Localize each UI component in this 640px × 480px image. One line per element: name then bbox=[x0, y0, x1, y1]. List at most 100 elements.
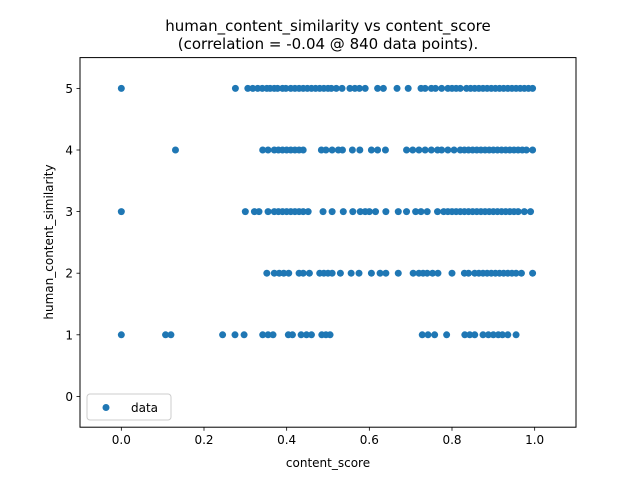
data-point bbox=[285, 269, 293, 277]
data-point bbox=[382, 208, 390, 216]
data-point bbox=[434, 269, 442, 277]
data-point bbox=[356, 208, 364, 216]
data-point bbox=[461, 331, 469, 339]
data-point bbox=[443, 331, 451, 339]
data-point bbox=[423, 269, 431, 277]
x-tick-label: 0.2 bbox=[194, 433, 213, 447]
data-point bbox=[355, 269, 363, 277]
data-point bbox=[171, 146, 179, 154]
legend-box bbox=[86, 393, 172, 421]
data-point bbox=[264, 208, 272, 216]
data-point bbox=[372, 208, 380, 216]
data-point bbox=[297, 331, 305, 339]
data-point bbox=[522, 146, 530, 154]
y-tick-label: 0 bbox=[65, 390, 73, 404]
data-point bbox=[307, 331, 315, 339]
data-point bbox=[444, 146, 452, 154]
x-tick-label: 0.0 bbox=[112, 433, 131, 447]
data-point bbox=[288, 331, 296, 339]
data-point bbox=[512, 331, 520, 339]
data-point bbox=[421, 84, 429, 92]
data-point bbox=[347, 269, 355, 277]
data-point bbox=[162, 331, 170, 339]
data-point bbox=[403, 146, 411, 154]
data-point bbox=[465, 269, 473, 277]
data-point bbox=[450, 146, 458, 154]
y-axis-ticks: 0 1 2 3 4 5 bbox=[65, 82, 80, 404]
y-tick-label: 5 bbox=[65, 82, 73, 96]
data-point bbox=[328, 146, 336, 154]
chart-subtitle: (correlation = -0.04 @ 840 data points). bbox=[178, 35, 478, 53]
data-point bbox=[456, 84, 464, 92]
data-point bbox=[355, 84, 363, 92]
data-point bbox=[520, 208, 528, 216]
data-point bbox=[448, 269, 456, 277]
data-point bbox=[346, 84, 354, 92]
data-point bbox=[304, 208, 312, 216]
data-point bbox=[241, 208, 249, 216]
x-tick-label: 0.8 bbox=[442, 433, 461, 447]
data-point bbox=[305, 269, 313, 277]
data-point bbox=[299, 269, 307, 277]
data-point bbox=[424, 331, 432, 339]
data-point bbox=[394, 269, 402, 277]
data-point bbox=[336, 269, 344, 277]
data-point bbox=[479, 331, 487, 339]
data-point bbox=[167, 331, 175, 339]
data-point bbox=[361, 84, 369, 92]
data-point bbox=[365, 208, 373, 216]
data-point bbox=[303, 331, 311, 339]
data-point bbox=[274, 84, 282, 92]
data-point bbox=[412, 208, 420, 216]
data-point bbox=[280, 269, 288, 277]
data-point bbox=[338, 146, 346, 154]
x-axis-label: content_score bbox=[286, 456, 370, 470]
data-point bbox=[423, 208, 431, 216]
data-point bbox=[382, 269, 390, 277]
data-point bbox=[415, 146, 423, 154]
data-point bbox=[332, 84, 340, 92]
data-point bbox=[418, 331, 426, 339]
data-point bbox=[484, 331, 492, 339]
data-point bbox=[269, 331, 277, 339]
data-point bbox=[327, 84, 335, 92]
data-point bbox=[394, 208, 402, 216]
data-point bbox=[381, 146, 389, 154]
data-point bbox=[270, 269, 278, 277]
data-point bbox=[527, 208, 535, 216]
data-point bbox=[404, 84, 412, 92]
data-point bbox=[264, 331, 272, 339]
data-point bbox=[299, 208, 307, 216]
data-point bbox=[322, 146, 330, 154]
data-point bbox=[249, 84, 257, 92]
data-point bbox=[117, 84, 125, 92]
data-point bbox=[367, 269, 375, 277]
chart-title: human_content_similarity vs content_scor… bbox=[165, 17, 490, 36]
data-point bbox=[504, 331, 512, 339]
data-point bbox=[374, 146, 382, 154]
x-axis-ticks: 0.0 0.2 0.4 0.6 0.8 1.0 bbox=[112, 427, 544, 447]
data-point bbox=[529, 269, 537, 277]
y-tick-label: 1 bbox=[65, 328, 73, 342]
data-point bbox=[374, 84, 382, 92]
data-point bbox=[356, 146, 364, 154]
data-point bbox=[417, 208, 425, 216]
data-point bbox=[438, 84, 446, 92]
data-point bbox=[393, 84, 401, 92]
data-point bbox=[349, 208, 357, 216]
data-point bbox=[282, 84, 290, 92]
data-point bbox=[429, 269, 437, 277]
data-point bbox=[529, 146, 537, 154]
data-point bbox=[219, 331, 227, 339]
data-point bbox=[255, 208, 263, 216]
data-point bbox=[489, 331, 497, 339]
data-point bbox=[434, 208, 442, 216]
data-point bbox=[514, 208, 522, 216]
legend-marker bbox=[102, 404, 110, 411]
data-point bbox=[117, 208, 125, 216]
x-tick-label: 1.0 bbox=[525, 433, 544, 447]
data-point bbox=[367, 146, 375, 154]
data-point bbox=[259, 331, 267, 339]
data-point bbox=[409, 146, 417, 154]
